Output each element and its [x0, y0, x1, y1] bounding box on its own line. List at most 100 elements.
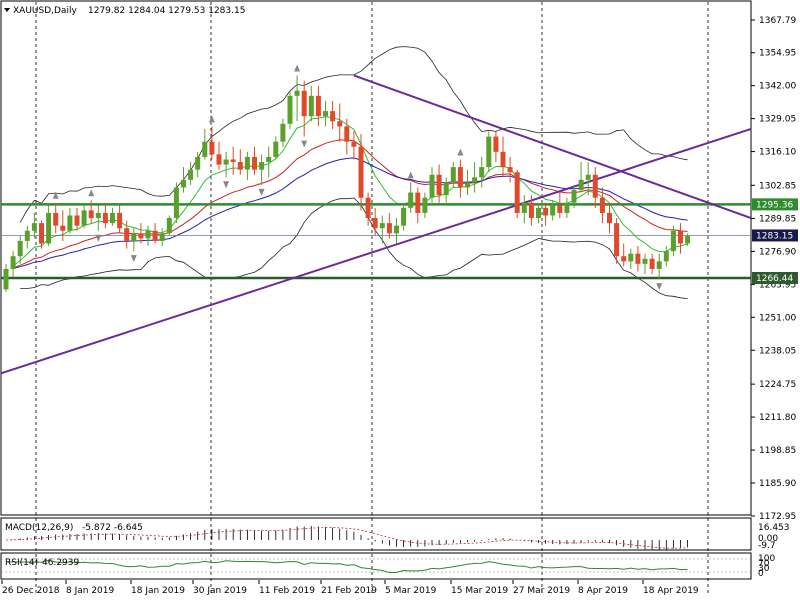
candle-body [31, 223, 37, 231]
candle-body [557, 205, 563, 213]
candle-body [351, 141, 357, 147]
price-tick-label: 1185.90 [759, 479, 796, 489]
candle-body [599, 197, 605, 213]
candle-body [401, 207, 407, 226]
candle-body [386, 223, 392, 234]
candle-body [536, 207, 541, 219]
candle-body [500, 151, 506, 168]
candle-body [465, 182, 470, 188]
candle-body [564, 202, 570, 213]
candle-body [252, 156, 257, 170]
candle-body [244, 156, 250, 170]
price-tick-label: 1329.05 [759, 115, 796, 125]
rsi-axis-30: 30 [758, 564, 770, 574]
time-tick-label: 5 Mar 2019 [385, 586, 437, 596]
fractal-markers [52, 64, 663, 291]
candle-body [365, 197, 371, 219]
candle-body [685, 235, 691, 244]
fractal-down-marker [656, 283, 663, 291]
candle-body [230, 159, 236, 163]
collapse-triangle-icon[interactable] [4, 8, 10, 12]
candle-body [656, 261, 662, 269]
candle-body [472, 177, 478, 183]
price-tick-label: 1198.85 [759, 446, 796, 456]
fractal-up-marker [88, 189, 95, 197]
time-tick-label: 21 Feb 2019 [321, 586, 377, 596]
price-label-text: 1283.15 [756, 231, 793, 241]
fractal-up-marker [294, 64, 301, 72]
candle-body [138, 233, 144, 239]
macd-axis-top: 16.453 [758, 523, 790, 533]
candlesticks [3, 75, 691, 292]
candle-body [621, 256, 627, 262]
price-label-text: 1266.44 [756, 274, 793, 284]
candle-body [202, 141, 208, 157]
candle-body [578, 179, 584, 191]
candle-body [528, 202, 534, 219]
candle-body [571, 190, 577, 203]
candle-body [10, 256, 16, 269]
candle-body [3, 268, 9, 290]
bollinger-lower [20, 197, 688, 299]
fractal-down-marker [301, 140, 308, 148]
candle-body [110, 212, 115, 224]
symbol-title: XAUUSD,Daily [13, 6, 77, 16]
price-tick-label: 1354.95 [759, 49, 796, 59]
time-tick-label: 15 Mar 2019 [451, 586, 508, 596]
rsi-axis-100: 100 [758, 554, 775, 564]
price-label-box [752, 198, 798, 211]
fractal-down-marker [223, 181, 230, 189]
price-tick-label: 1289.85 [759, 214, 796, 224]
candle-body [344, 126, 350, 142]
rsi-value: 46.2939 [42, 558, 79, 568]
candle-body [323, 111, 328, 117]
candle-body [507, 167, 513, 173]
candle-body [514, 172, 520, 213]
fractal-down-marker [95, 234, 102, 242]
fractal-down-marker [258, 188, 265, 196]
candle-body [117, 212, 123, 229]
candle-body [663, 251, 669, 262]
macd-histogram [5, 526, 688, 551]
macd-axis-bottom: -9.7 [758, 541, 776, 551]
candle-body [550, 205, 556, 216]
vertical-separators [35, 2, 709, 595]
time-tick-label: 26 Dec 2018 [2, 586, 60, 596]
time-tick-label: 27 Mar 2019 [513, 586, 570, 596]
candle-body [394, 225, 399, 234]
price-tick-label: 1224.75 [759, 380, 796, 390]
rsi-path [6, 559, 688, 574]
time-tick-label: 18 Jan 2019 [131, 586, 185, 596]
rsi-plot-frame [0, 552, 752, 580]
candle-body [195, 156, 201, 170]
candle-body [493, 136, 499, 152]
candle-body [450, 167, 456, 183]
candle-body [81, 210, 87, 226]
candle-body [308, 95, 314, 117]
price-label-text: 1295.36 [756, 200, 793, 210]
price-tick-label: 1276.90 [759, 247, 796, 257]
rsi-axis-70: 70 [758, 559, 770, 569]
candle-body [379, 223, 385, 229]
macd-values: -5.872 -6.645 [82, 523, 143, 533]
candle-body [415, 192, 421, 213]
macd-label: MACD(12,26,9) [5, 523, 73, 533]
price-tick-label: 1316.10 [759, 148, 796, 158]
candle-body [486, 136, 492, 168]
candle-body [642, 258, 648, 264]
macd-axis-zero: 0.00 [758, 534, 778, 544]
candle-body [294, 90, 300, 96]
rsi-axis-0: 0 [758, 569, 764, 579]
candle-body [607, 212, 612, 224]
price-labels: 1295.36 1283.15 1266.44 [752, 198, 798, 285]
candle-body [53, 212, 59, 226]
price-axis: 1367.79 1354.95 1342.00 1329.05 1316.10 1302.… [751, 16, 796, 522]
candle-body [74, 215, 80, 226]
fractal-up-marker [457, 148, 464, 156]
candle-body [124, 228, 130, 241]
candle-body [436, 174, 442, 196]
candle-body [95, 212, 101, 219]
candle-body [408, 192, 414, 208]
candle-body [181, 179, 186, 188]
